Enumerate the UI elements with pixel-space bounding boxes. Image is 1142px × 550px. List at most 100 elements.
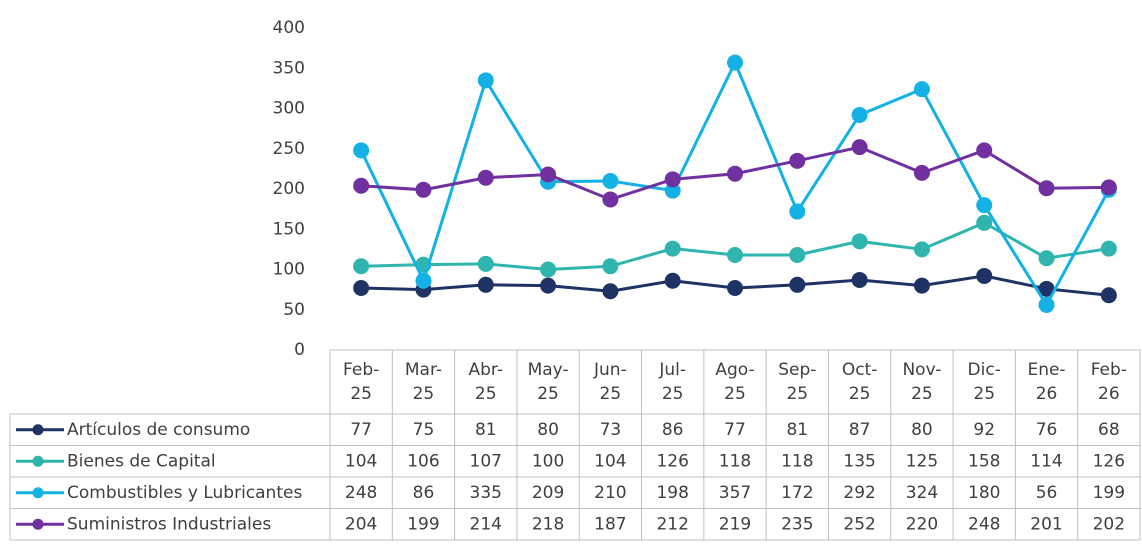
table-value: 106 bbox=[407, 451, 439, 471]
x-tick-label: Abr-25 bbox=[468, 360, 503, 404]
x-category: May-25 bbox=[528, 360, 569, 404]
data-point bbox=[851, 271, 868, 288]
table-value: 80 bbox=[537, 420, 559, 440]
table-value: 81 bbox=[475, 420, 497, 440]
table-value: 68 bbox=[1098, 420, 1120, 440]
data-point bbox=[477, 276, 494, 293]
table-value: 292 bbox=[843, 483, 875, 503]
table-value: 235 bbox=[781, 514, 813, 534]
y-tick-label: 250 bbox=[273, 139, 305, 159]
legend-label: Artículos de consumo bbox=[67, 420, 250, 440]
data-point bbox=[727, 54, 743, 71]
table-value: 75 bbox=[413, 420, 435, 440]
table-value: 126 bbox=[1093, 451, 1125, 471]
table-value: 248 bbox=[968, 514, 1000, 534]
table-value: 214 bbox=[470, 514, 502, 534]
table-value: 158 bbox=[968, 451, 1000, 471]
table-value: 218 bbox=[532, 514, 564, 534]
x-category: Ene-26 bbox=[1027, 360, 1066, 404]
x-category: Sep-25 bbox=[778, 360, 817, 404]
table-value: 80 bbox=[911, 420, 933, 440]
y-tick-label: 0 bbox=[294, 340, 305, 360]
table-value: 76 bbox=[1036, 420, 1058, 440]
data-point bbox=[353, 177, 370, 194]
data-point bbox=[477, 255, 494, 272]
data-point bbox=[664, 182, 681, 199]
table-value: 324 bbox=[906, 483, 938, 503]
x-tick-label: Dic-25 bbox=[967, 360, 1001, 404]
data-point bbox=[353, 258, 370, 275]
table-value: 77 bbox=[724, 420, 746, 440]
table-value: 126 bbox=[656, 451, 688, 471]
table-value: 114 bbox=[1030, 451, 1062, 471]
table-value: 77 bbox=[350, 420, 372, 440]
data-point bbox=[353, 280, 370, 297]
table-value: 199 bbox=[1093, 483, 1125, 503]
data-point bbox=[727, 165, 743, 182]
data-point bbox=[1038, 280, 1055, 297]
x-tick-label: Sep-25 bbox=[778, 360, 817, 404]
table-value: 219 bbox=[719, 514, 751, 534]
table-value: 86 bbox=[662, 420, 684, 440]
x-tick-label: Feb-25 bbox=[343, 360, 380, 404]
legend-key-marker bbox=[32, 455, 44, 467]
y-tick-label: 400 bbox=[273, 18, 305, 38]
table-value: 104 bbox=[345, 451, 377, 471]
data-point bbox=[727, 280, 743, 297]
data-point bbox=[353, 142, 370, 159]
table-value: 56 bbox=[1036, 483, 1058, 503]
legend-label: Bienes de Capital bbox=[67, 451, 216, 471]
data-point bbox=[851, 233, 868, 250]
table-value: 118 bbox=[781, 451, 813, 471]
x-tick-label: Ene-26 bbox=[1027, 360, 1066, 404]
table-value: 92 bbox=[973, 420, 995, 440]
table-value: 202 bbox=[1093, 514, 1125, 534]
data-point bbox=[851, 139, 868, 156]
data-point bbox=[415, 272, 432, 289]
x-category: Jul-25 bbox=[659, 360, 686, 404]
legend-key-marker bbox=[32, 487, 44, 499]
table-value: 209 bbox=[532, 483, 564, 503]
data-point bbox=[851, 106, 868, 123]
legend-key-marker bbox=[32, 518, 44, 530]
x-tick-label: Nov-25 bbox=[902, 360, 942, 404]
series-line bbox=[359, 58, 1111, 308]
y-tick-label: 300 bbox=[273, 99, 305, 119]
data-point bbox=[1100, 240, 1117, 257]
x-category: Dic-25 bbox=[967, 360, 1001, 404]
data-point bbox=[976, 142, 993, 159]
legend-key-marker bbox=[32, 424, 44, 436]
data-point bbox=[1100, 179, 1117, 196]
x-tick-label: Mar-25 bbox=[404, 360, 442, 404]
data-point bbox=[602, 172, 619, 189]
table-value: 248 bbox=[345, 483, 377, 503]
x-category: Feb-25 bbox=[343, 360, 380, 404]
data-point bbox=[1100, 287, 1117, 304]
data-point bbox=[1038, 180, 1055, 197]
data-point bbox=[789, 276, 806, 293]
table-value: 125 bbox=[906, 451, 938, 471]
data-point bbox=[976, 214, 993, 231]
data-point bbox=[1038, 250, 1055, 267]
table-value: 107 bbox=[470, 451, 502, 471]
data-point bbox=[913, 164, 930, 181]
x-tick-label: Feb-26 bbox=[1090, 360, 1127, 404]
table-value: 201 bbox=[1030, 514, 1062, 534]
table-value: 172 bbox=[781, 483, 813, 503]
x-tick-label: Oct-25 bbox=[841, 360, 878, 404]
data-point bbox=[602, 191, 619, 208]
table-value: 212 bbox=[656, 514, 688, 534]
x-category: Mar-25 bbox=[404, 360, 442, 404]
data-point bbox=[477, 169, 494, 186]
data-point bbox=[664, 240, 681, 257]
table-value: 187 bbox=[594, 514, 626, 534]
legend-label: Combustibles y Lubricantes bbox=[67, 483, 302, 503]
table-value: 100 bbox=[532, 451, 564, 471]
x-category: Feb-26 bbox=[1090, 360, 1127, 404]
data-point bbox=[477, 72, 494, 89]
table-value: 180 bbox=[968, 483, 1000, 503]
data-point bbox=[789, 247, 806, 264]
x-tick-label: Jul-25 bbox=[659, 360, 686, 404]
x-category: Nov-25 bbox=[902, 360, 942, 404]
table-value: 335 bbox=[470, 483, 502, 503]
